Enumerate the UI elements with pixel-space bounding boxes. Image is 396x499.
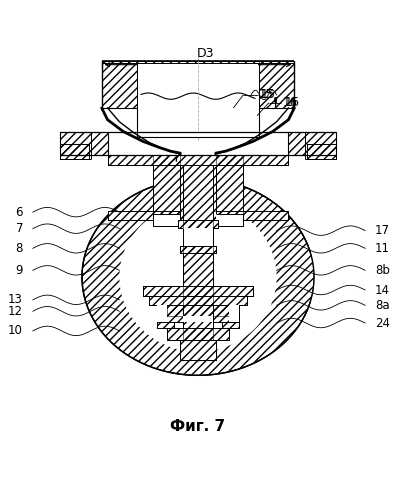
Text: 14: 14 <box>375 283 390 296</box>
Bar <box>153 214 180 226</box>
Polygon shape <box>119 202 277 352</box>
Polygon shape <box>91 132 108 155</box>
Bar <box>229 305 239 322</box>
Polygon shape <box>157 322 174 328</box>
Text: 24: 24 <box>375 316 390 329</box>
Text: 10: 10 <box>8 324 23 337</box>
Bar <box>149 305 157 322</box>
Polygon shape <box>216 155 243 214</box>
Text: 9: 9 <box>15 264 23 277</box>
Polygon shape <box>180 165 216 226</box>
Polygon shape <box>180 165 216 226</box>
Text: 7: 7 <box>15 222 23 235</box>
Text: 6: 6 <box>15 206 23 219</box>
Bar <box>183 228 213 247</box>
Polygon shape <box>178 220 218 228</box>
Polygon shape <box>180 340 216 360</box>
Text: 15: 15 <box>259 88 274 101</box>
Bar <box>183 228 213 245</box>
Text: 15: 15 <box>261 88 276 101</box>
Bar <box>74 37 322 155</box>
Polygon shape <box>180 247 216 253</box>
Text: 8: 8 <box>15 242 23 255</box>
Polygon shape <box>149 296 247 305</box>
Polygon shape <box>143 286 253 296</box>
Bar <box>153 214 180 226</box>
Polygon shape <box>213 305 239 322</box>
Polygon shape <box>183 340 213 356</box>
Polygon shape <box>102 61 294 63</box>
Bar <box>157 305 167 322</box>
Polygon shape <box>82 179 314 375</box>
Polygon shape <box>178 220 218 228</box>
Bar <box>138 64 258 137</box>
Polygon shape <box>108 212 288 220</box>
Text: 17: 17 <box>375 224 390 237</box>
Text: 13: 13 <box>8 293 23 306</box>
Polygon shape <box>167 328 229 340</box>
Polygon shape <box>305 132 336 155</box>
Text: Фиг. 7: Фиг. 7 <box>170 419 226 434</box>
Polygon shape <box>149 296 247 305</box>
Polygon shape <box>157 305 183 322</box>
Polygon shape <box>102 61 137 108</box>
Polygon shape <box>187 167 209 226</box>
Polygon shape <box>167 305 229 316</box>
Bar <box>2 37 394 155</box>
Text: 12: 12 <box>8 305 23 318</box>
Polygon shape <box>213 305 239 322</box>
Polygon shape <box>307 144 336 159</box>
Bar <box>216 214 243 226</box>
Bar <box>183 316 213 322</box>
Polygon shape <box>143 286 253 296</box>
Polygon shape <box>60 144 89 159</box>
Polygon shape <box>180 340 216 360</box>
Text: 8a: 8a <box>375 299 390 312</box>
Polygon shape <box>288 132 305 155</box>
Polygon shape <box>180 247 216 253</box>
Polygon shape <box>183 165 213 356</box>
Text: D3: D3 <box>197 47 215 60</box>
Polygon shape <box>307 144 336 159</box>
Polygon shape <box>167 305 229 316</box>
Polygon shape <box>108 155 288 165</box>
Text: 16: 16 <box>282 96 297 109</box>
Polygon shape <box>108 155 288 165</box>
Polygon shape <box>153 155 180 214</box>
Polygon shape <box>91 132 108 155</box>
Polygon shape <box>167 328 229 340</box>
Polygon shape <box>216 155 243 214</box>
Polygon shape <box>60 132 91 155</box>
Text: 8b: 8b <box>375 264 390 277</box>
Text: 16: 16 <box>284 95 299 109</box>
Polygon shape <box>259 61 294 108</box>
Polygon shape <box>108 212 288 220</box>
Polygon shape <box>305 132 336 155</box>
Polygon shape <box>60 144 89 159</box>
Polygon shape <box>60 132 91 155</box>
Polygon shape <box>288 132 305 155</box>
Polygon shape <box>157 305 183 322</box>
Polygon shape <box>153 155 180 214</box>
Bar <box>216 214 243 226</box>
Polygon shape <box>183 165 213 340</box>
Polygon shape <box>222 322 239 328</box>
Bar <box>239 305 247 322</box>
Text: 11: 11 <box>375 242 390 255</box>
Bar <box>167 328 229 339</box>
